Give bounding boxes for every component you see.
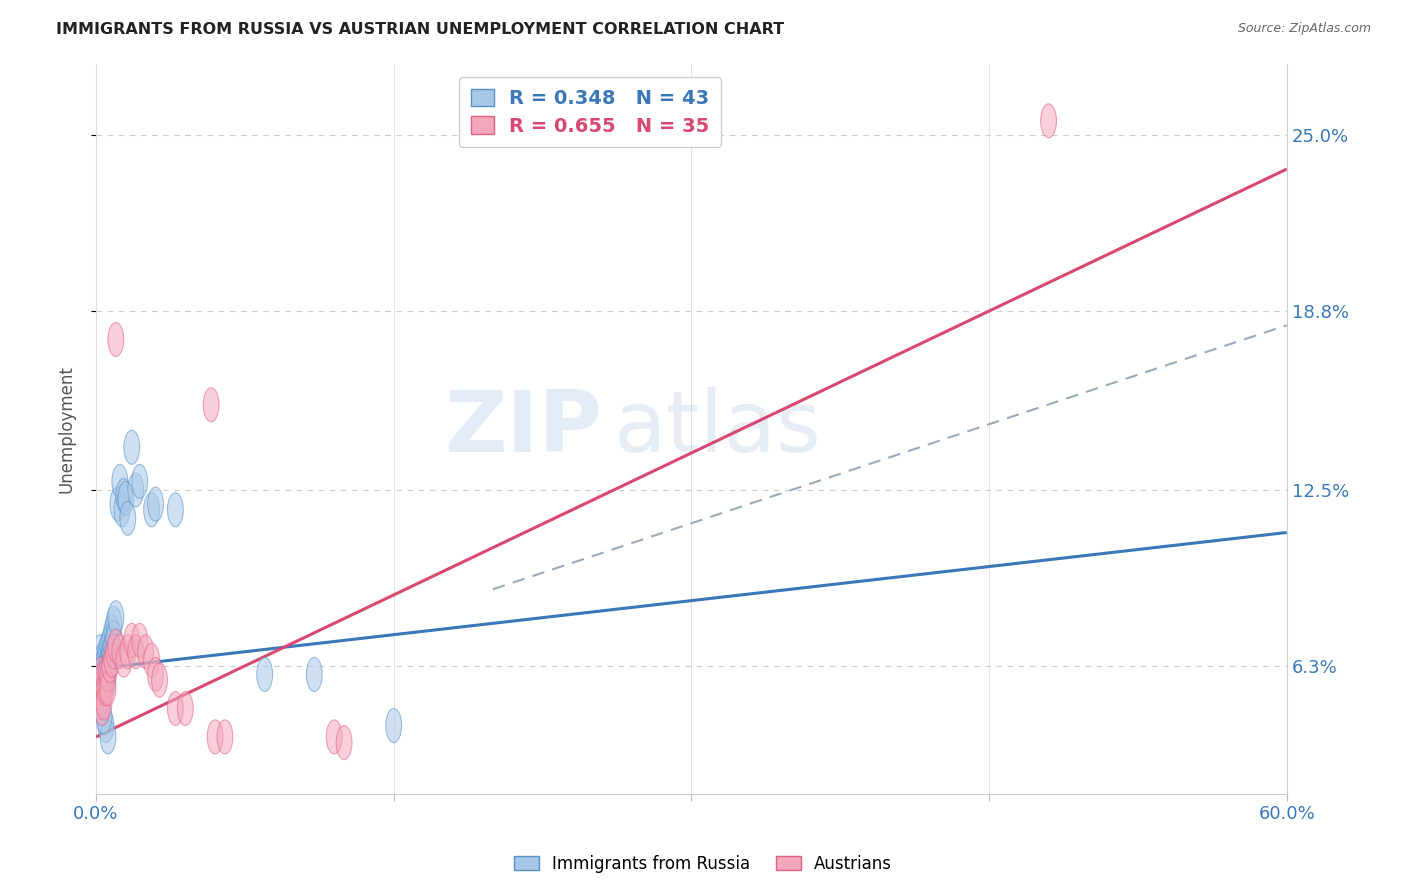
Text: ZIP: ZIP xyxy=(444,387,602,470)
Text: Source: ZipAtlas.com: Source: ZipAtlas.com xyxy=(1237,22,1371,36)
Y-axis label: Unemployment: Unemployment xyxy=(58,365,75,492)
Legend: R = 0.348   N = 43, R = 0.655   N = 35: R = 0.348 N = 43, R = 0.655 N = 35 xyxy=(458,78,721,147)
Legend: Immigrants from Russia, Austrians: Immigrants from Russia, Austrians xyxy=(508,848,898,880)
Text: IMMIGRANTS FROM RUSSIA VS AUSTRIAN UNEMPLOYMENT CORRELATION CHART: IMMIGRANTS FROM RUSSIA VS AUSTRIAN UNEMP… xyxy=(56,22,785,37)
Text: atlas: atlas xyxy=(614,387,823,470)
